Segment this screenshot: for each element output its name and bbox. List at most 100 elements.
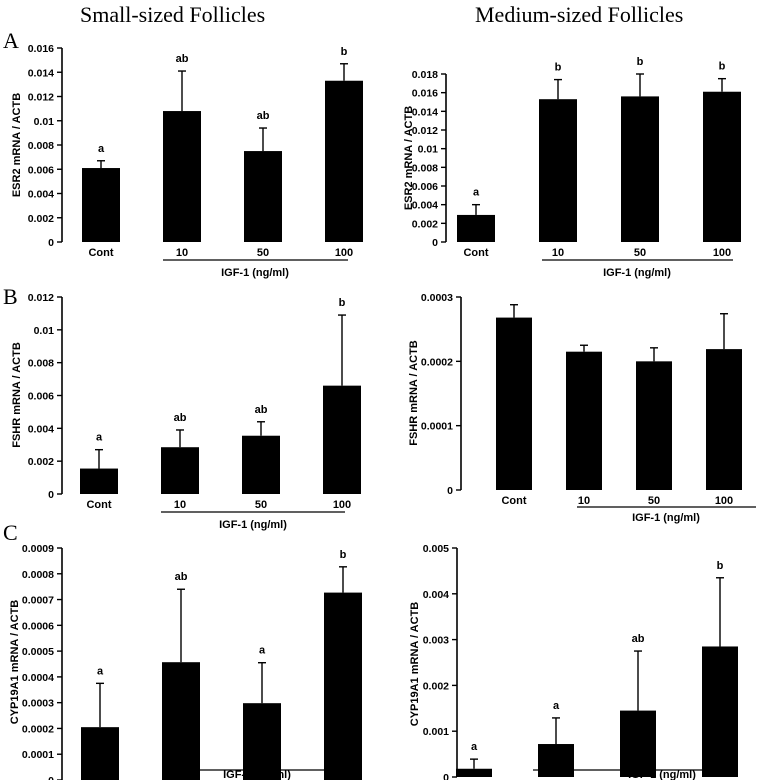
bar <box>702 646 738 777</box>
y-tick-label: 0.016 <box>412 88 438 100</box>
bar <box>706 349 742 490</box>
y-tick-label: 0.0002 <box>22 723 54 735</box>
y-tick-label: 0.002 <box>423 680 449 692</box>
significance-letter: ab <box>255 404 268 416</box>
significance-letter: a <box>553 700 560 712</box>
y-tick-label: 0.0001 <box>421 421 453 433</box>
y-tick-label: 0 <box>48 489 54 501</box>
y-tick-label: 0.012 <box>412 125 438 137</box>
y-tick-label: 0.002 <box>28 456 54 468</box>
y-tick-label: 0.01 <box>418 144 439 156</box>
y-tick-label: 0 <box>447 485 453 497</box>
y-tick-label: 0.002 <box>412 218 438 230</box>
y-tick-label: 0.008 <box>28 140 54 152</box>
y-tick-label: 0.008 <box>28 358 54 370</box>
column-title-small: Small-sized Follicles <box>80 2 266 27</box>
significance-letter: b <box>637 56 644 68</box>
significance-letter: a <box>98 143 105 155</box>
y-tick-label: 0.0005 <box>22 646 54 658</box>
bar <box>566 351 602 490</box>
y-tick-label: 0.0003 <box>22 698 54 710</box>
category-label: 50 <box>257 247 269 259</box>
x-axis-label: IGF-1 (ng/ml) <box>223 769 291 780</box>
category-label: 50 <box>255 499 267 511</box>
y-axis-label: FSHR mRNA / ACTB <box>11 342 23 448</box>
bar <box>80 468 118 494</box>
category-label: 100 <box>335 247 353 259</box>
y-tick-label: 0.016 <box>28 43 54 55</box>
y-tick-label: 0.012 <box>28 92 54 104</box>
y-tick-label: 0.008 <box>412 162 438 174</box>
y-tick-label: 0.01 <box>34 116 55 128</box>
bar <box>162 662 200 780</box>
y-tick-label: 0.004 <box>412 200 438 212</box>
significance-letter: ab <box>174 412 187 424</box>
significance-letter: a <box>96 432 103 444</box>
category-label: 10 <box>552 247 564 259</box>
y-tick-label: 0.006 <box>28 391 54 403</box>
significance-letter: b <box>717 560 724 572</box>
significance-letter: b <box>339 297 346 309</box>
significance-letter: b <box>340 549 347 561</box>
column-title-medium: Medium-sized Follicles <box>475 2 684 27</box>
category-label: Cont <box>86 499 111 511</box>
y-tick-label: 0.0001 <box>22 749 54 761</box>
y-tick-label: 0.0004 <box>22 672 54 684</box>
y-tick-label: 0.012 <box>28 292 54 304</box>
bar <box>244 151 282 242</box>
significance-letter: ab <box>175 571 188 583</box>
y-axis-label: ESR2 mRNA / ACTB <box>403 106 415 210</box>
category-label: 100 <box>333 499 351 511</box>
bar <box>324 592 362 780</box>
y-tick-label: 0.014 <box>28 67 54 79</box>
y-tick-label: 0.0002 <box>421 356 453 368</box>
y-tick-label: 0.014 <box>412 106 438 118</box>
category-label: 10 <box>176 247 188 259</box>
category-label: Cont <box>88 247 113 259</box>
x-axis-label: IGF-1 (ng/ml) <box>628 769 696 780</box>
bar <box>161 447 199 494</box>
category-label: 50 <box>648 495 660 507</box>
bar <box>242 435 280 494</box>
y-axis-label: ESR2 mRNA / ACTB <box>11 93 23 197</box>
x-axis-label: IGF-1 (ng/ml) <box>632 512 700 524</box>
significance-letter: ab <box>257 110 270 122</box>
bar <box>163 111 201 242</box>
y-tick-label: 0.001 <box>423 726 449 738</box>
y-tick-label: 0.005 <box>423 543 449 555</box>
y-tick-label: 0.0007 <box>22 595 54 607</box>
y-tick-label: 0 <box>48 237 54 249</box>
bar <box>456 768 492 777</box>
x-axis-label: IGF-1 (ng/ml) <box>221 267 289 279</box>
bar <box>81 727 119 780</box>
category-label: 100 <box>715 495 733 507</box>
panel-letter-c: C <box>3 520 18 545</box>
significance-letter: b <box>555 62 562 74</box>
bar <box>703 91 741 242</box>
y-tick-label: 0.006 <box>28 164 54 176</box>
bar <box>82 168 120 242</box>
y-tick-label: 0 <box>443 772 449 780</box>
y-tick-label: 0.0008 <box>22 569 54 581</box>
significance-letter: ab <box>632 633 645 645</box>
y-tick-label: 0.018 <box>412 69 438 81</box>
bar <box>539 99 577 242</box>
y-axis-label: FSHR mRNA / ACTB <box>408 340 420 446</box>
bar <box>243 703 281 780</box>
significance-letter: ab <box>176 53 189 65</box>
significance-letter: b <box>341 46 348 58</box>
category-label: 100 <box>713 247 731 259</box>
category-label: Cont <box>501 495 526 507</box>
bar <box>496 317 532 490</box>
bar <box>620 710 656 777</box>
y-tick-label: 0.003 <box>423 635 449 647</box>
y-tick-label: 0.0006 <box>22 620 54 632</box>
y-axis-label: CYP19A1 mRNA / ACTB <box>9 600 21 725</box>
bar <box>538 744 574 777</box>
significance-letter: a <box>259 645 266 657</box>
panel-letter-b: B <box>3 284 18 309</box>
y-tick-label: 0.004 <box>28 189 54 201</box>
y-tick-label: 0 <box>432 237 438 249</box>
y-tick-label: 0.002 <box>28 213 54 225</box>
